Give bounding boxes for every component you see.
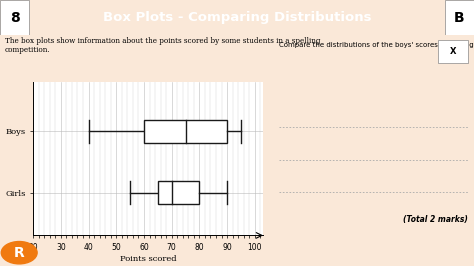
- Bar: [158, 181, 200, 204]
- Text: R: R: [14, 246, 25, 260]
- Bar: [0, 0, 29, 35]
- X-axis label: Points scored: Points scored: [120, 255, 176, 263]
- Text: (Total 2 marks): (Total 2 marks): [403, 215, 468, 225]
- Text: Compare the distributions of the boys' scores and the girls' scores.: Compare the distributions of the boys' s…: [279, 42, 474, 48]
- Text: Box Plots - Comparing Distributions: Box Plots - Comparing Distributions: [103, 11, 371, 24]
- Circle shape: [1, 242, 37, 264]
- Bar: [445, 0, 474, 35]
- Text: B: B: [454, 11, 465, 24]
- Text: The box plots show information about the points scored by some students in a spe: The box plots show information about the…: [5, 37, 320, 55]
- Text: 8: 8: [10, 11, 19, 24]
- Bar: [438, 40, 468, 63]
- Bar: [144, 120, 227, 143]
- Text: X: X: [450, 47, 456, 56]
